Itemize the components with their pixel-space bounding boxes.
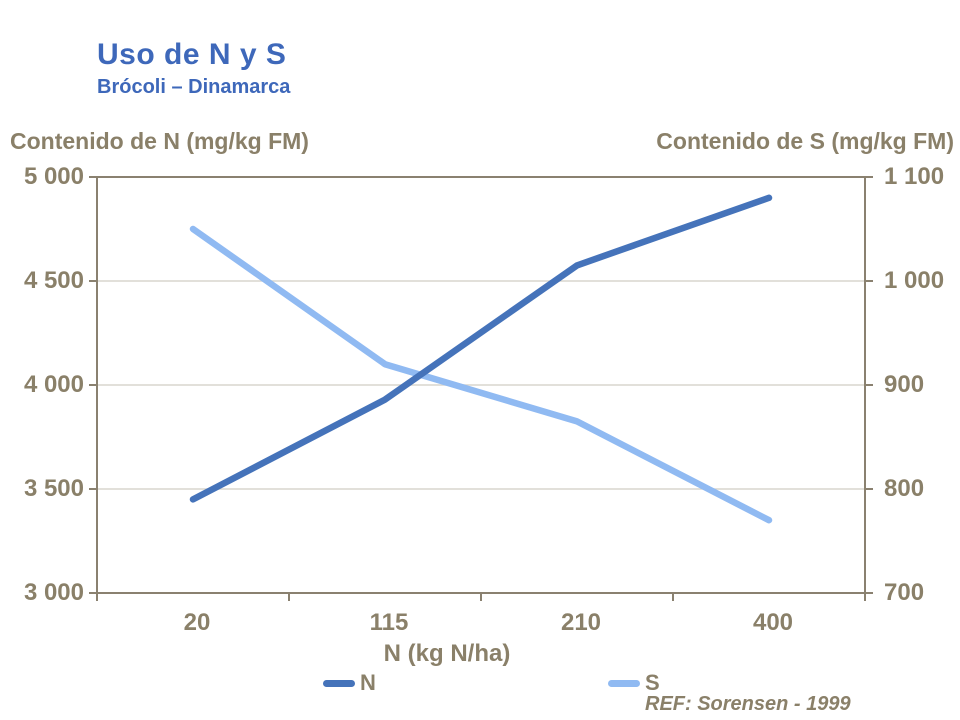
right-axis-tick: 700: [884, 579, 925, 606]
x-axis-tick: 115: [369, 609, 409, 636]
left-axis-tick: 5 000: [23, 163, 84, 190]
left-axis-tick: 4 500: [23, 267, 84, 294]
left-axis-title: Contenido de N (mg/kg FM): [10, 128, 309, 154]
left-axis-tick: 3 500: [23, 475, 84, 502]
x-axis-title: N (kg N/ha): [383, 640, 511, 667]
right-axis-tick: 1 100: [884, 163, 945, 190]
page-title: Uso de N y S: [97, 38, 287, 71]
left-axis-tick: 3 000: [23, 579, 84, 606]
right-axis-tick: 900: [884, 371, 925, 398]
right-axis-title: Contenido de S (mg/kg FM): [656, 128, 954, 154]
legend-n-label: N: [360, 670, 376, 695]
legend-item-s: S: [608, 672, 660, 694]
reference-citation: REF: Sorensen - 1999: [645, 693, 851, 715]
legend-s-line-swatch: [608, 679, 640, 687]
legend-n-line-swatch: [323, 679, 355, 687]
legend-s-label: S: [645, 670, 660, 695]
right-axis-tick: 1 000: [884, 267, 945, 294]
page-subtitle: Brócoli – Dinamarca: [97, 76, 291, 98]
legend-item-n: N: [323, 672, 376, 694]
x-axis-tick: 20: [183, 609, 211, 636]
x-axis-tick: 400: [752, 609, 794, 636]
right-axis-tick: 800: [884, 475, 925, 502]
left-axis-tick: 4 000: [23, 371, 84, 398]
x-axis-tick: 210: [560, 609, 602, 636]
